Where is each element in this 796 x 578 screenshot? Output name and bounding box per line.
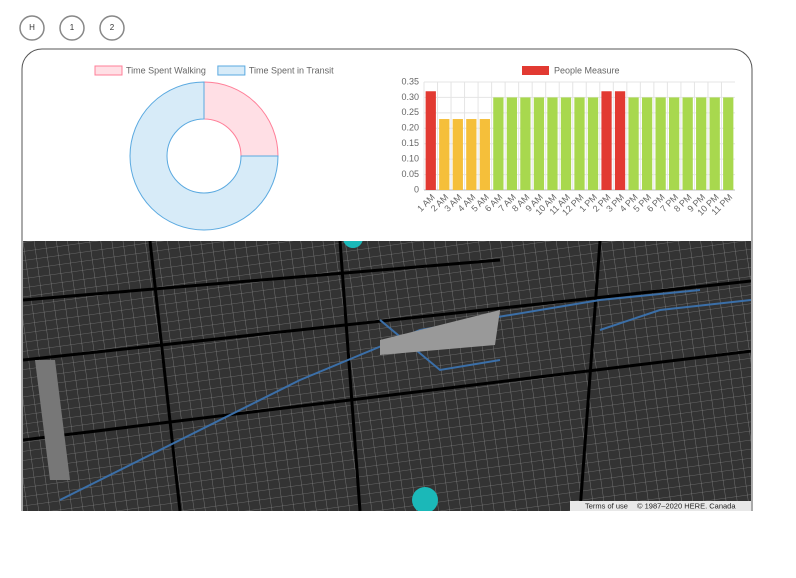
- legend-swatch: [94, 65, 123, 76]
- bar: [628, 97, 639, 190]
- donut-segment: [203, 81, 279, 157]
- bar: [533, 97, 545, 190]
- legend-swatch: [522, 66, 549, 75]
- bar: [506, 97, 518, 190]
- button-label: 2: [110, 23, 115, 32]
- y-tick-label: 0.25: [401, 107, 419, 117]
- bar: [479, 119, 490, 190]
- button-label: H: [29, 23, 35, 32]
- y-tick-label: 0: [414, 184, 419, 194]
- map-terms[interactable]: Terms of use: [585, 501, 628, 510]
- map[interactable]: Terms of use © 1987–2020 HERE. Canada: [23, 228, 760, 513]
- bar: [425, 91, 436, 190]
- y-tick-label: 0.30: [401, 92, 419, 102]
- y-tick-label: 0.05: [401, 169, 419, 179]
- bar: [560, 97, 572, 190]
- y-tick-label: 0.20: [401, 123, 419, 133]
- bar: [493, 97, 504, 190]
- bar: [696, 97, 707, 190]
- bar: [520, 97, 531, 190]
- legend-label: Time Spent in Transit: [249, 65, 334, 75]
- bar: [723, 97, 734, 190]
- button-label: 1: [70, 23, 75, 32]
- bar: [655, 97, 666, 190]
- bar: [574, 97, 585, 190]
- map-copyright: © 1987–2020 HERE. Canada: [637, 501, 736, 510]
- button[interactable]: 2: [99, 15, 125, 41]
- bar: [452, 119, 463, 190]
- bar: [547, 97, 558, 190]
- bar: [614, 91, 626, 190]
- bar: [641, 97, 653, 190]
- button[interactable]: 1: [59, 15, 85, 41]
- legend-label: People Measure: [554, 65, 620, 75]
- y-tick-label: 0.10: [401, 154, 419, 164]
- bar: [466, 119, 477, 190]
- donut-segment: [129, 81, 279, 231]
- bar: [669, 97, 680, 190]
- bar: [587, 97, 599, 190]
- bar: [601, 91, 612, 190]
- legend-label: Time Spent Walking: [126, 65, 206, 75]
- bar: [709, 97, 720, 190]
- button[interactable]: H: [19, 15, 45, 41]
- legend-swatch: [217, 65, 246, 76]
- y-tick-label: 0.15: [401, 138, 419, 148]
- y-tick-label: 0.35: [401, 76, 419, 86]
- bar: [439, 119, 450, 190]
- bar: [682, 97, 693, 190]
